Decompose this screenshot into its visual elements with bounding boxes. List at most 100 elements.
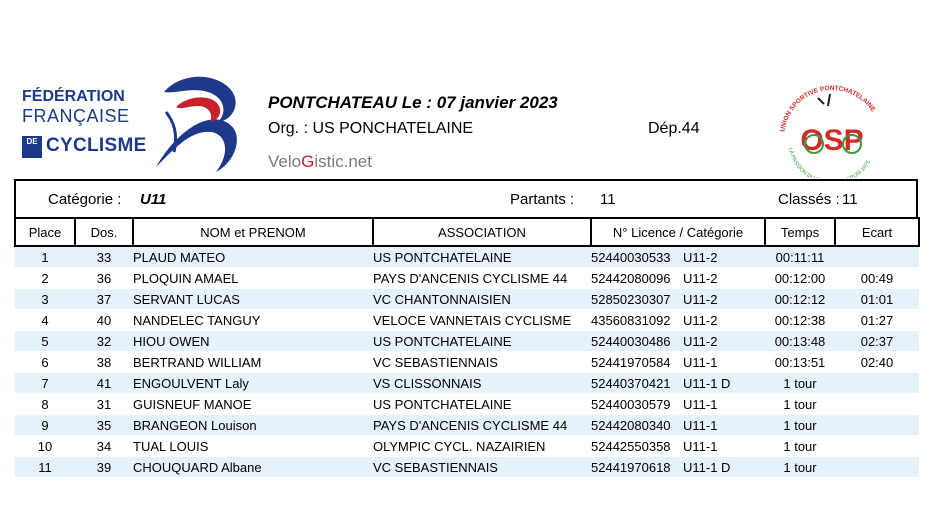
table-row: 9 35 BRANGEON Louison PAYS D'ANCENIS CYCLIS… — [15, 414, 919, 436]
cell-licence: 52441970618 U11-1 D — [591, 456, 765, 478]
results-table: Place Dos. NOM et PRENOM ASSOCIATION N° … — [14, 217, 920, 478]
cell-temps: 00:13:48 — [765, 330, 835, 352]
osp-logo: UNION SPORTIVE PONTCHATELAINE LA PASSION… — [779, 85, 876, 178]
licence-category: U11-1 D — [683, 459, 731, 475]
licence-number: 52440370421 — [591, 375, 671, 391]
cell-association: VELOCE VANNETAIS CYCLISME — [373, 309, 591, 331]
licence-number: 43560831092 — [591, 312, 671, 328]
licence-number: 52440030533 — [591, 249, 671, 265]
cell-association: US PONTCHATELAINE — [373, 393, 591, 415]
cell-licence: 52850230307 U11-2 — [591, 288, 765, 310]
cell-ecart — [835, 456, 919, 478]
cell-temps: 1 tour — [765, 435, 835, 457]
classes-value: 11 — [842, 191, 858, 208]
cell-place: 3 — [15, 288, 75, 310]
velogistic-link[interactable]: VeloGistic.net — [268, 152, 372, 172]
header-place: Place — [14, 217, 76, 247]
header-association: ASSOCIATION — [372, 217, 592, 247]
licence-category: U11-2 — [683, 312, 718, 328]
cell-name: NANDELEC TANGUY — [133, 309, 373, 331]
licence-number: 52442550358 — [591, 438, 671, 454]
cell-name: SERVANT LUCAS — [133, 288, 373, 310]
cell-place: 11 — [15, 456, 75, 478]
department: Dép.44 — [648, 120, 700, 137]
logo-line-cyclisme: CYCLISME — [46, 135, 147, 156]
cell-association: VC SEBASTIENNAIS — [373, 351, 591, 373]
header-name: NOM et PRENOM — [132, 217, 374, 247]
licence-category: U11-1 D — [683, 375, 731, 391]
cell-licence: 52440030486 U11-2 — [591, 330, 765, 352]
cell-association: VC CHANTONNAISIEN — [373, 288, 591, 310]
header-temps: Temps — [764, 217, 836, 247]
header-dos: Dos. — [74, 217, 134, 247]
cell-dos: 32 — [75, 330, 133, 352]
velo-prefix: Velo — [268, 152, 302, 171]
cell-place: 4 — [15, 309, 75, 331]
licence-number: 52442080340 — [591, 417, 671, 433]
cell-dos: 38 — [75, 351, 133, 373]
cell-temps: 00:12:38 — [765, 309, 835, 331]
header-ecart: Ecart — [834, 217, 920, 247]
cell-ecart: 00:49 — [835, 267, 919, 289]
table-row: 11 39 CHOUQUARD Albane VC SEBASTIENNAIS 5244… — [15, 456, 919, 478]
cell-ecart — [835, 435, 919, 457]
licence-category: U11-1 — [683, 354, 718, 370]
velo-g: G — [301, 152, 315, 171]
cell-temps: 00:13:51 — [765, 351, 835, 373]
cell-licence: 43560831092 U11-2 — [591, 309, 765, 331]
cell-licence: 52441970584 U11-1 — [591, 351, 765, 373]
cell-temps: 1 tour — [765, 414, 835, 436]
cell-association: US PONTCHATELAINE — [373, 246, 591, 268]
velo-suffix: istic.net — [314, 152, 372, 171]
cell-temps: 00:12:12 — [765, 288, 835, 310]
cell-licence: 52442550358 U11-1 — [591, 435, 765, 457]
table-row: 2 36 PLOQUIN AMAEL PAYS D'ANCENIS CYCLISME … — [15, 267, 919, 289]
cell-licence: 52442080096 U11-2 — [591, 267, 765, 289]
header-licence: N° Licence / Catégorie — [590, 217, 766, 247]
cell-association: OLYMPIC CYCL. NAZAIRIEN — [373, 435, 591, 457]
licence-number: 52441970618 — [591, 459, 671, 475]
cell-name: PLAUD MATEO — [133, 246, 373, 268]
partants-value: 11 — [600, 191, 616, 208]
cell-dos: 34 — [75, 435, 133, 457]
table-row: 5 32 HIOU OWEN US PONTCHATELAINE 52440030486… — [15, 330, 919, 352]
licence-category: U11-2 — [683, 249, 718, 265]
classes-label: Classés : — [778, 191, 840, 208]
cell-name: BRANGEON Louison — [133, 414, 373, 436]
cell-place: 1 — [15, 246, 75, 268]
cell-temps: 1 tour — [765, 456, 835, 478]
cell-name: PLOQUIN AMAEL — [133, 267, 373, 289]
cell-ecart — [835, 246, 919, 268]
table-row: 4 40 NANDELEC TANGUY VELOCE VANNETAIS CYCLI… — [15, 309, 919, 331]
cell-temps: 1 tour — [765, 393, 835, 415]
cell-dos: 31 — [75, 393, 133, 415]
licence-number: 52850230307 — [591, 291, 671, 307]
licence-number: 52440030579 — [591, 396, 671, 412]
ffc-swoosh-icon — [156, 76, 237, 172]
cell-ecart: 02:37 — [835, 330, 919, 352]
cell-name: BERTRAND WILLIAM — [133, 351, 373, 373]
cell-association: PAYS D'ANCENIS CYCLISME 44 — [373, 267, 591, 289]
table-row: 10 34 TUAL LOUIS OLYMPIC CYCL. NAZAIRIEN 524… — [15, 435, 919, 457]
cell-dos: 37 — [75, 288, 133, 310]
table-row: 6 38 BERTRAND WILLIAM VC SEBASTIENNAIS 52441… — [15, 351, 919, 373]
cell-dos: 41 — [75, 372, 133, 394]
licence-category: U11-1 — [683, 438, 718, 454]
cell-place: 5 — [15, 330, 75, 352]
cell-place: 8 — [15, 393, 75, 415]
cell-place: 7 — [15, 372, 75, 394]
cell-name: TUAL LOUIS — [133, 435, 373, 457]
cell-association: VC SEBASTIENNAIS — [373, 456, 591, 478]
licence-category: U11-2 — [683, 333, 718, 349]
cell-ecart: 02:40 — [835, 351, 919, 373]
logo-line-francaise: FRANÇAISE — [22, 106, 130, 126]
cell-temps: 00:12:00 — [765, 267, 835, 289]
cell-place: 9 — [15, 414, 75, 436]
cell-dos: 33 — [75, 246, 133, 268]
licence-number: 52440030486 — [591, 333, 671, 349]
licence-category: U11-2 — [683, 270, 718, 286]
race-title: PONTCHATEAU Le : 07 janvier 2023 — [268, 93, 558, 112]
logo-de-badge: DE — [22, 136, 42, 158]
cell-name: HIOU OWEN — [133, 330, 373, 352]
table-row: 1 33 PLAUD MATEO US PONTCHATELAINE 524400305… — [15, 246, 919, 268]
